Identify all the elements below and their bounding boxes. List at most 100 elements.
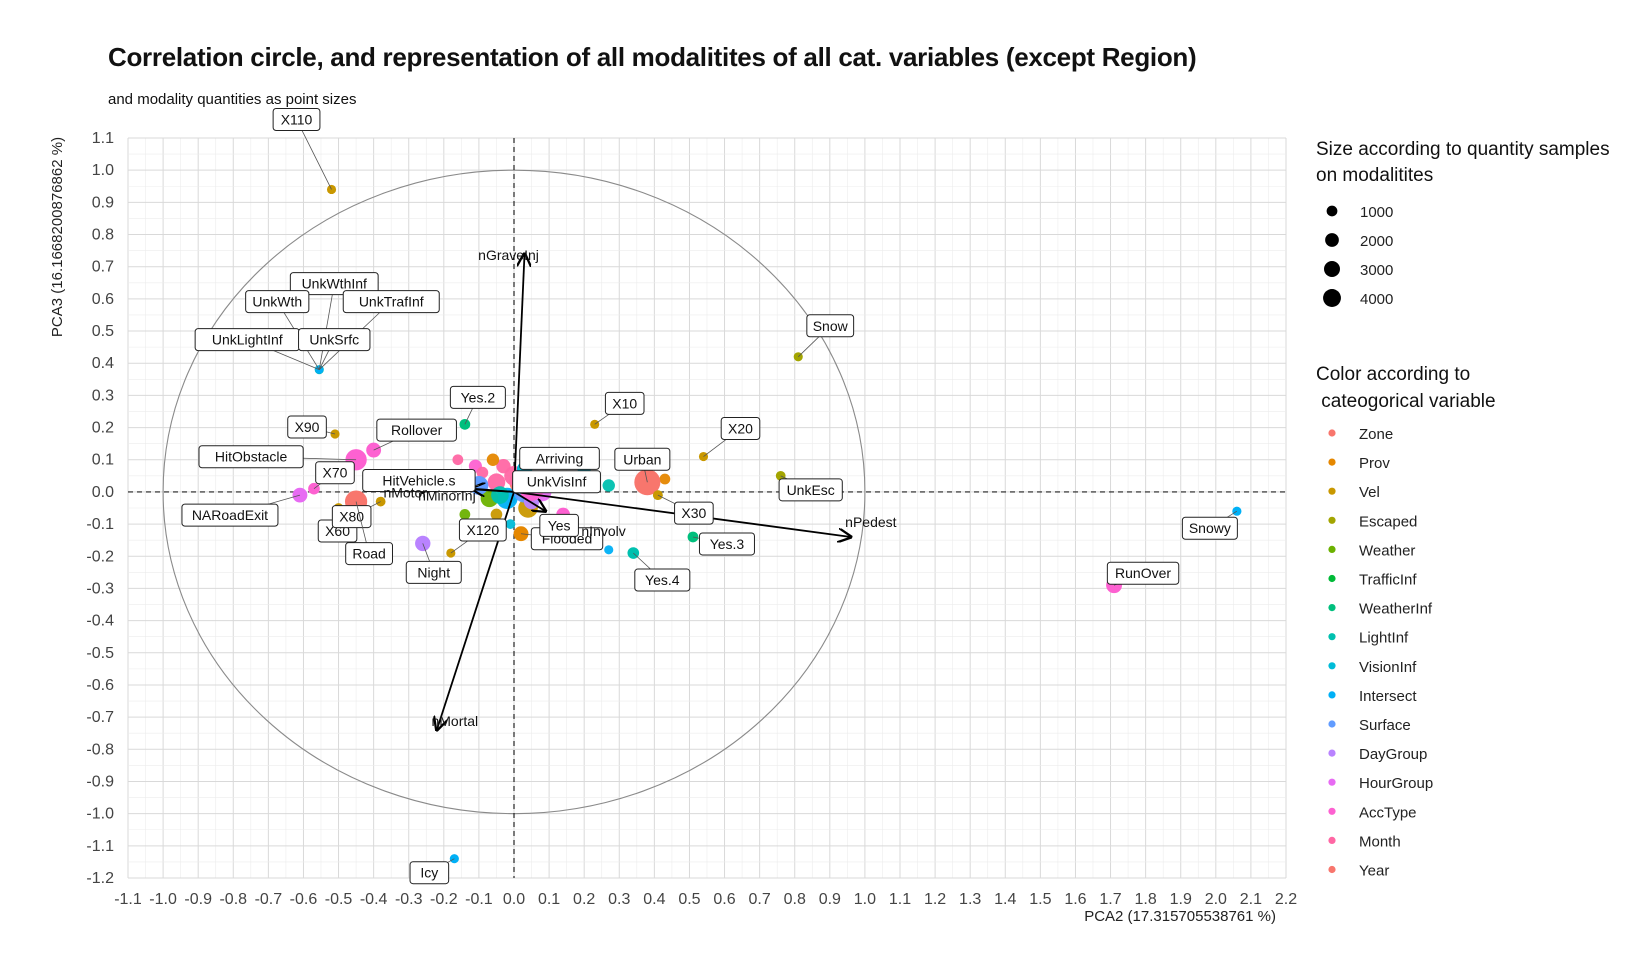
point-label: UnkEsc (778, 475, 843, 502)
color-legend-swatch (1328, 429, 1336, 437)
point-label-text: X110 (281, 111, 313, 127)
x-tick-label: -1.0 (149, 891, 177, 908)
x-tick-label: 0.6 (713, 891, 735, 908)
color-legend-label: Month (1359, 833, 1401, 850)
y-tick-label: -0.6 (86, 677, 114, 694)
label-box (245, 290, 310, 314)
point-label: UnkVisInf (512, 470, 601, 494)
label-box (287, 415, 327, 439)
y-tick-label: 0.1 (92, 452, 114, 469)
label-box (458, 518, 507, 542)
point-label-text: X90 (295, 419, 320, 435)
point-label-text: X70 (323, 465, 348, 481)
point-label-text: Yes.3 (710, 536, 745, 552)
y-tick-label: 0.0 (92, 484, 114, 501)
variable-arrow (513, 254, 525, 492)
color-legend-swatch (1328, 545, 1336, 554)
point-label: RunOver (1106, 561, 1180, 586)
point-label: X20 (703, 417, 761, 457)
x-tick-label: 2.1 (1240, 891, 1262, 908)
cluster-point (490, 508, 503, 521)
x-tick-label: -0.6 (290, 891, 318, 908)
point-label-text: X30 (681, 505, 706, 521)
label-box (272, 107, 321, 131)
point-label-text: Night (417, 564, 450, 580)
point-label-text: Urban (623, 451, 661, 467)
color-legend-title-2: cateogorical variable (1316, 391, 1496, 412)
size-legend-swatch (1325, 233, 1339, 247)
point-label: UnkTrafInf (318, 290, 440, 370)
point-label-text: Snow (813, 318, 849, 334)
chart-subtitle: and modality quantities as point sizes (108, 91, 357, 108)
color-legend-label: LightInf (1359, 630, 1409, 647)
point-label: Road (345, 501, 393, 566)
y-tick-label: 0.4 (92, 355, 114, 372)
label-box (409, 861, 450, 885)
arrow-label: nMinorInj (418, 488, 476, 504)
color-legend-swatch (1328, 778, 1336, 786)
label-box (512, 470, 601, 494)
color-legend-swatch (1328, 749, 1336, 757)
axes: -1.1 -1.0 -0.9 -0.8 -0.7 -0.6 -0.5 -0.4 -0.3 -0.2… (86, 130, 1297, 908)
cluster-point (486, 453, 500, 466)
point-label: UnkSrfc (298, 328, 371, 370)
label-box (806, 314, 855, 338)
color-legend-label: Escaped (1359, 513, 1417, 530)
point-label-text: RunOver (1115, 565, 1171, 581)
point-label-text: NARoadExit (192, 507, 268, 523)
y-tick-label: -0.9 (86, 773, 114, 790)
cluster-point (491, 486, 509, 504)
cluster-point (602, 479, 615, 492)
y-tick-label: -0.5 (86, 645, 114, 662)
color-legend-swatch (1328, 662, 1336, 670)
point-label-text: Road (352, 546, 385, 562)
color-legend-label: WeatherInf (1359, 601, 1433, 618)
label-box (1106, 561, 1180, 585)
color-legend-label: DayGroup (1359, 746, 1427, 763)
y-tick-label: -0.7 (86, 709, 114, 726)
point-label: UnkWthInf (289, 272, 379, 370)
label-box (376, 418, 457, 442)
point-label: X30 (657, 494, 714, 525)
x-tick-label: -0.8 (219, 891, 247, 908)
label-box (720, 417, 761, 441)
x-tick-label: 0.9 (819, 891, 841, 908)
color-legend-label: Vel (1359, 484, 1380, 501)
color-legend-label: Weather (1359, 542, 1415, 559)
label-box (519, 446, 600, 470)
point-label: Rollover (373, 418, 457, 451)
point-label: Yes.4 (633, 552, 691, 592)
cluster-point (452, 454, 464, 466)
point-label-text: X120 (466, 522, 499, 538)
arrow-label: nInvolv (581, 523, 625, 539)
y-tick-label: 0.9 (92, 194, 114, 211)
x-tick-label: 1.8 (1135, 891, 1157, 908)
y-tick-label: 0.8 (92, 227, 114, 244)
x-tick-label: 1.7 (1099, 891, 1121, 908)
y-tick-label: 1.1 (92, 130, 114, 147)
label-box (181, 503, 279, 527)
label-box (698, 532, 755, 556)
size-legend-label: 3000 (1360, 262, 1393, 279)
size-legend-label: 2000 (1360, 233, 1393, 250)
y-tick-label: 0.7 (92, 259, 114, 276)
point-label-text: UnkSrfc (309, 332, 359, 348)
point-label: X10 (594, 391, 645, 425)
variable-arrow (472, 489, 515, 492)
label-box (342, 290, 440, 314)
color-legend-swatch (1328, 865, 1336, 874)
point-label: Icy (409, 858, 455, 885)
color-legend-swatch (1328, 458, 1336, 466)
label-box (614, 447, 671, 471)
chart-title: Correlation circle, and representation o… (108, 42, 1197, 72)
label-box (315, 461, 355, 485)
color-legend-label: AccType (1359, 804, 1417, 821)
x-tick-label: 2.0 (1205, 891, 1227, 908)
cluster-point (659, 473, 671, 485)
label-box (298, 328, 371, 352)
size-legend-swatch (1326, 205, 1338, 217)
label-box (604, 391, 645, 415)
x-tick-label: 0.1 (538, 891, 560, 908)
label-box (634, 568, 691, 592)
y-axis-label: PCA3 (16.1668200876862 %) (49, 137, 66, 337)
